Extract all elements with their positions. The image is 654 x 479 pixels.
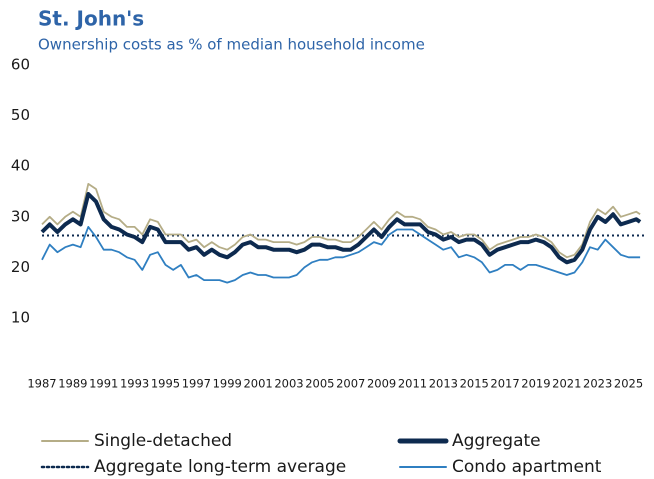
x-tick-label: 2021 [552, 377, 581, 391]
series-line [41, 226, 641, 284]
x-tick-label: 2011 [398, 377, 427, 391]
y-tick-label: 60 [11, 56, 30, 74]
x-tick-label: 2025 [614, 377, 643, 391]
legend-label: Condo apartment [452, 457, 602, 477]
chart-subtitle: Ownership costs as % of median household… [38, 36, 425, 54]
y-tick-label: 30 [11, 207, 30, 225]
y-tick-label: 20 [11, 258, 30, 276]
x-tick-label: 1999 [213, 377, 242, 391]
x-tick-label: 2009 [367, 377, 396, 391]
y-tick-label: 40 [11, 157, 30, 175]
legend-label: Aggregate [452, 431, 541, 451]
series-line [41, 183, 641, 259]
x-tick-label: 2017 [490, 377, 519, 391]
x-tick-label: 1991 [89, 377, 118, 391]
x-tick-label: 1997 [182, 377, 211, 391]
legend-label: Aggregate long-term average [94, 457, 346, 477]
x-tick-label: 1993 [120, 377, 149, 391]
legend-label: Single-detached [94, 431, 232, 451]
x-tick-label: 2003 [274, 377, 303, 391]
x-tick-label: 2001 [243, 377, 272, 391]
x-tick-label: 1995 [151, 377, 180, 391]
series-line [40, 192, 642, 265]
x-tick-label: 1989 [58, 377, 87, 391]
x-tick-label: 2023 [583, 377, 612, 391]
x-tick-label: 2007 [336, 377, 365, 391]
x-tick-label: 2013 [429, 377, 458, 391]
y-tick-label: 10 [11, 309, 30, 327]
x-tick-label: 2019 [521, 377, 550, 391]
x-tick-label: 2015 [460, 377, 489, 391]
x-tick-label: 2005 [305, 377, 334, 391]
x-tick-label: 1987 [27, 377, 56, 391]
chart-title: St. John's [38, 7, 144, 31]
y-tick-label: 50 [11, 106, 30, 124]
